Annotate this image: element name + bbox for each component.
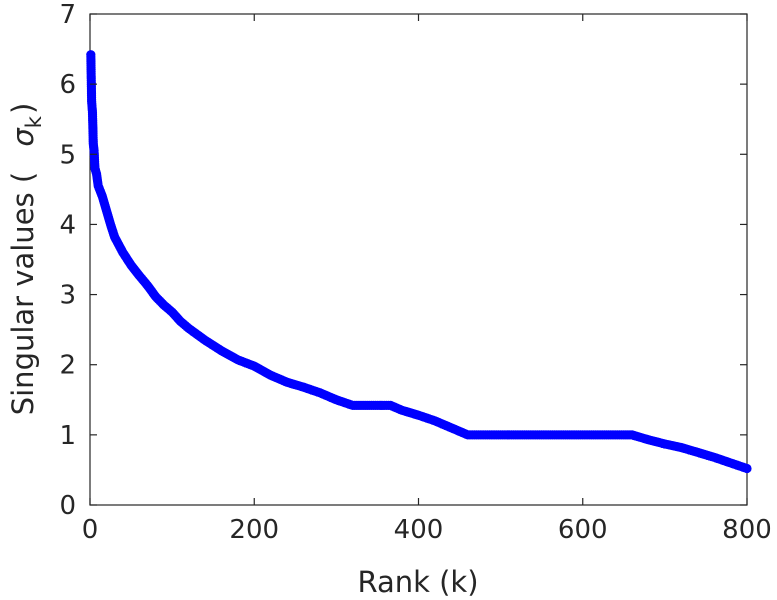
y-tick-label: 3 [59, 281, 76, 311]
y-tick-label: 4 [59, 210, 76, 240]
y-axis-title-subscript: k [22, 115, 46, 128]
svg-text:Singular values ( σk): Singular values ( σk) [6, 103, 46, 416]
series-layer [86, 50, 752, 474]
y-tick-label: 6 [59, 70, 76, 100]
y-axis-title-gap [6, 163, 40, 172]
x-tick-label: 800 [722, 515, 772, 545]
y-tick-label: 2 [59, 351, 76, 381]
y-axis-title-symbol: σ [6, 127, 40, 147]
y-tick-label: 0 [59, 491, 76, 521]
plot-frame [89, 13, 748, 506]
y-axis-title: Singular values ( σk) [6, 103, 46, 416]
x-tick-label: 600 [558, 515, 608, 545]
x-tick-label: 0 [82, 515, 99, 545]
y-axis-title-suffix: ) [6, 103, 40, 114]
x-ticks: 0 200 400 600 800 [82, 14, 772, 545]
y-tick-label: 5 [59, 140, 76, 170]
y-tick-label: 7 [59, 0, 76, 30]
y-tick-label: 1 [59, 421, 76, 451]
plot-area [86, 13, 752, 506]
y-axis-title-prefix: Singular values ( [6, 172, 40, 415]
x-axis-title: Rank (k) [357, 565, 478, 599]
data-point [742, 463, 752, 474]
x-tick-label: 200 [229, 515, 279, 545]
x-tick-label: 400 [394, 515, 444, 545]
y-ticks: 0 1 2 3 4 5 6 7 [59, 0, 747, 521]
